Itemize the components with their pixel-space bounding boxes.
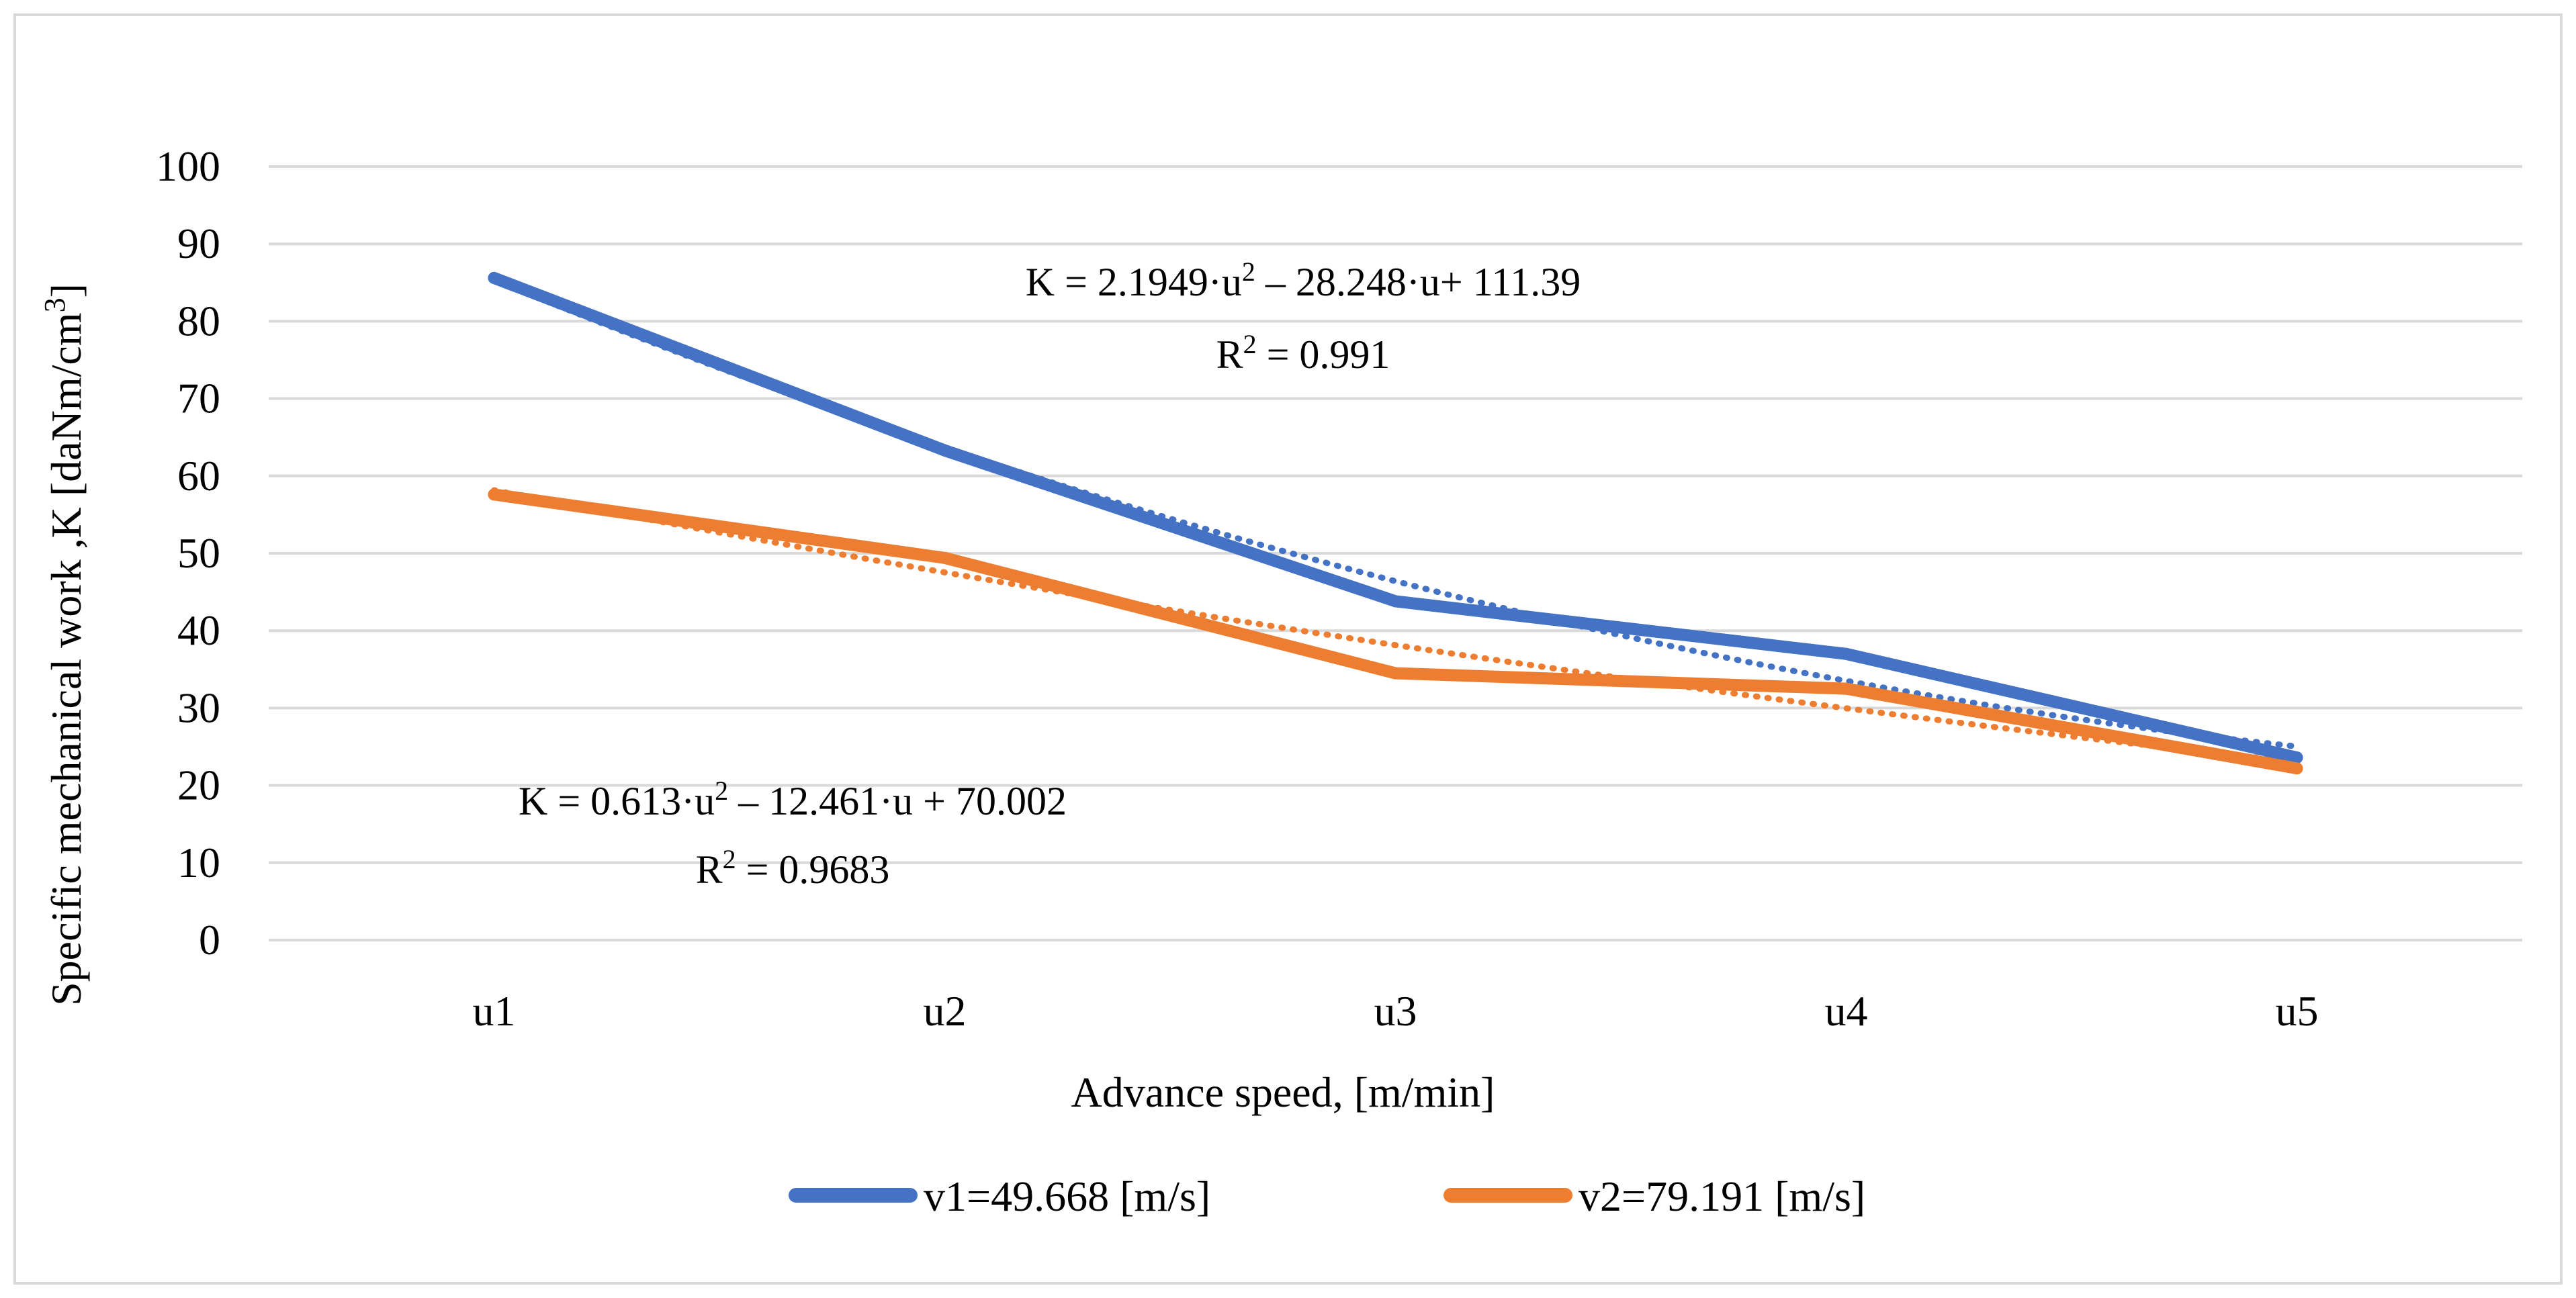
legend: v1=49.668 [m/s] v2=79.191 [m/s] xyxy=(789,1172,1865,1220)
series-2-point-u3 xyxy=(1389,667,1402,680)
y-tick-label-60: 60 xyxy=(177,452,220,500)
x-tick-label-u1: u1 xyxy=(473,987,516,1035)
series-2-point-u1 xyxy=(488,488,500,501)
y-tick-label-40: 40 xyxy=(177,606,220,654)
series-1-point-u3 xyxy=(1389,595,1402,608)
y-tick-label-10: 10 xyxy=(177,839,220,886)
y-tick-label-20: 20 xyxy=(177,761,220,809)
legend-item-v2: v2=79.191 [m/s] xyxy=(1444,1172,1865,1220)
equation-v2: K = 0.613·u2 – 12.461·u + 70.002 xyxy=(519,776,1067,823)
series-2-point-u5 xyxy=(2291,762,2303,775)
trendline-series-2 xyxy=(491,487,2300,766)
x-axis-ticks: u1 u2 u3 u4 u5 xyxy=(473,987,2319,1035)
series-1-point-u2 xyxy=(938,444,951,457)
y-tick-label-70: 70 xyxy=(177,375,220,422)
series-1-point-u4 xyxy=(1840,647,1853,660)
y-axis-label: Specific mechanical work ,K [daNm/cm3] xyxy=(38,283,90,1006)
y-axis-ticks: 0 10 20 30 40 50 60 70 80 90 100 xyxy=(156,142,220,964)
r-squared-v2: R2 = 0.9683 xyxy=(696,844,890,892)
series-1-point-u5 xyxy=(2291,751,2303,764)
legend-label-v1: v1=49.668 [m/s] xyxy=(924,1172,1210,1220)
y-tick-label-80: 80 xyxy=(177,297,220,344)
equation-v1: K = 2.1949·u2 – 28.248·u+ 111.39 xyxy=(1026,257,1581,304)
series-2-point-u4 xyxy=(1840,682,1853,695)
legend-item-v1: v1=49.668 [m/s] xyxy=(789,1172,1210,1220)
y-tick-label-50: 50 xyxy=(177,529,220,577)
gridlines xyxy=(269,165,2522,941)
series-2-point-u2 xyxy=(938,551,951,564)
r-squared-v1: R2 = 0.991 xyxy=(1216,329,1390,377)
series-1-point-u1 xyxy=(488,271,500,284)
x-tick-label-u4: u4 xyxy=(1825,987,1868,1035)
y-tick-label-0: 0 xyxy=(199,916,220,964)
x-axis-label: Advance speed, [m/min] xyxy=(1071,1068,1495,1116)
y-tick-label-100: 100 xyxy=(156,142,220,190)
series-lines xyxy=(488,271,2303,775)
y-tick-label-90: 90 xyxy=(177,220,220,267)
x-tick-label-u2: u2 xyxy=(924,987,967,1035)
x-tick-label-u3: u3 xyxy=(1374,987,1417,1035)
legend-label-v2: v2=79.191 [m/s] xyxy=(1579,1172,1865,1220)
y-tick-label-30: 30 xyxy=(177,684,220,731)
x-tick-label-u5: u5 xyxy=(2276,987,2319,1035)
